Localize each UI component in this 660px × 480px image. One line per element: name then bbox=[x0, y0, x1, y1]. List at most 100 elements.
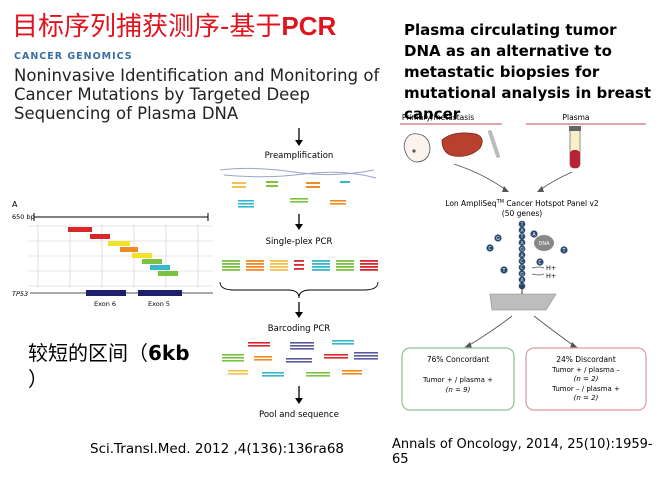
discordant-line3: Tumor – / plasma + bbox=[551, 385, 620, 393]
step-single-plex-pcr: Single-plex PCR bbox=[266, 237, 333, 247]
side-base-letter-0: G bbox=[496, 236, 500, 242]
base-circle-7 bbox=[518, 264, 526, 271]
arrow-from-plasma-head bbox=[537, 186, 544, 192]
pcr-workflow-diagram: Preamplification Single-plex PCR Barcodi… bbox=[219, 128, 379, 420]
pooling-bracket bbox=[219, 281, 379, 299]
primary-metastasis-label: Primary/metastasis bbox=[402, 113, 474, 122]
base-circle-9 bbox=[518, 276, 526, 284]
base-letter-0: T bbox=[520, 222, 524, 228]
discordant-box bbox=[525, 347, 647, 411]
concordant-line2: (n = 9) bbox=[446, 386, 471, 394]
exon-6-label: Exon 6 bbox=[94, 300, 116, 308]
side-base-circle-3 bbox=[530, 230, 538, 238]
discordant-line1: Tumor + / plasma – bbox=[551, 366, 620, 374]
base-letter-8: G bbox=[520, 271, 524, 277]
bone-icon bbox=[488, 130, 500, 158]
base-circle-6 bbox=[518, 257, 526, 265]
region-note-bold: 6kb bbox=[148, 341, 190, 365]
amplicon-yellow-1 bbox=[108, 241, 130, 246]
amplicon-yellow-2 bbox=[132, 253, 152, 258]
side-base-letter-1: C bbox=[488, 246, 492, 252]
base-letter-4: G bbox=[520, 247, 524, 253]
workflow-arrow-4-head bbox=[295, 398, 303, 404]
concordant-line1: Tumor + / plasma + bbox=[422, 376, 493, 384]
blood-tube-fill bbox=[570, 150, 580, 168]
arrow-from-tumor-head bbox=[502, 186, 509, 192]
slide-title: 目标序列捕获测序-基于PCR bbox=[12, 6, 336, 43]
side-base-circle-2 bbox=[500, 266, 508, 274]
side-base-letter-4: T bbox=[562, 248, 566, 254]
base-letter-1: A bbox=[520, 228, 524, 234]
base-circle-1 bbox=[518, 226, 526, 234]
arrow-to-discordant-head bbox=[570, 342, 578, 348]
discordant-line4: (n = 2) bbox=[574, 394, 599, 402]
exon-5-block bbox=[138, 290, 182, 296]
step-barcoding-pcr: Barcoding PCR bbox=[268, 324, 331, 334]
base-circle-8 bbox=[518, 270, 526, 277]
breast-icon bbox=[403, 133, 431, 163]
preamp-strands bbox=[219, 167, 377, 208]
polymerase-label: DNA bbox=[538, 241, 550, 247]
region-note: 较短的区间（6kb ） bbox=[28, 340, 218, 392]
scale-label: 650 bp bbox=[12, 213, 35, 221]
workflow-arrow-2-head bbox=[295, 224, 303, 230]
base-chain: TATAGACCGAT bbox=[518, 220, 526, 290]
side-base-letter-3: A bbox=[532, 232, 536, 238]
discordant-line2: (n = 2) bbox=[574, 375, 599, 383]
base-letter-7: C bbox=[520, 265, 523, 271]
exon-5-label: Exon 5 bbox=[148, 300, 170, 308]
amplicon-red-2 bbox=[90, 234, 110, 239]
base-circle-2 bbox=[518, 233, 526, 240]
base-letter-3: A bbox=[520, 240, 524, 246]
base-letter-2: T bbox=[520, 234, 524, 240]
ion-arrow-1 bbox=[531, 266, 545, 269]
side-base-letter-5: C bbox=[538, 260, 542, 266]
amplicon-orange-1 bbox=[120, 247, 138, 252]
ctdna-analysis-diagram: Primary/metastasis Plasma Lon AmpliSeqTM… bbox=[400, 113, 647, 411]
arrow-from-plasma bbox=[539, 171, 573, 191]
base-circle-3 bbox=[518, 239, 526, 246]
step-preamplification: Preamplification bbox=[265, 151, 334, 161]
arrow-from-tumor bbox=[453, 163, 507, 191]
nipple-icon bbox=[412, 149, 416, 153]
base-circle-0 bbox=[518, 220, 526, 228]
discordant-header: 24% Discordant bbox=[556, 355, 616, 364]
region-note-close: ） bbox=[28, 367, 48, 391]
panel-name-rest: Cancer Hotspot Panel v2 bbox=[504, 199, 599, 208]
base-letter-9: A bbox=[520, 278, 524, 284]
panel-name-main: Lon AmpliSeq bbox=[445, 199, 497, 208]
panel-genes-label: (50 genes) bbox=[502, 209, 543, 218]
side-base-circle-5 bbox=[536, 258, 544, 266]
amplicon-cyan-1 bbox=[150, 265, 170, 270]
slide-title-pcr: PCR bbox=[281, 11, 337, 41]
gene-label: TP53 bbox=[12, 290, 28, 298]
concordant-header: 76% Concordant bbox=[427, 355, 489, 364]
arrow-to-discordant bbox=[533, 315, 575, 347]
base-circle-5 bbox=[518, 251, 526, 259]
amplicon-green-1 bbox=[142, 259, 162, 264]
side-base-circle-0 bbox=[494, 234, 502, 242]
barcoded-strands bbox=[222, 340, 378, 377]
side-base-circle-1 bbox=[486, 244, 494, 252]
exon-6-block bbox=[86, 290, 126, 296]
polymerase-blob bbox=[534, 235, 554, 251]
right-paper-title: Plasma circulating tumor DNA as an alter… bbox=[404, 21, 652, 123]
base-letter-5: A bbox=[520, 253, 524, 259]
sequencing-plate bbox=[489, 293, 557, 311]
ion-label-2: H+ bbox=[546, 272, 556, 280]
base-circle-4 bbox=[518, 245, 526, 253]
panel-label: A bbox=[12, 200, 18, 209]
grid-lines bbox=[28, 224, 213, 288]
panel-name-label: Lon AmpliSeqTM Cancer Hotspot Panel v2 bbox=[445, 199, 599, 208]
arrow-to-concordant bbox=[467, 315, 513, 347]
ion-arrow-2 bbox=[531, 273, 545, 276]
step-pool-and-sequence: Pool and sequence bbox=[259, 410, 339, 420]
right-paper-citation: Annals of Oncology, 2014, 25(10):1959-65 bbox=[392, 437, 653, 467]
region-note-text: 较短的区间（ bbox=[28, 341, 148, 365]
plasma-label: Plasma bbox=[562, 113, 589, 122]
arrow-to-concordant-head bbox=[464, 342, 472, 348]
left-paper-citation: Sci.Transl.Med. 2012 ,4(136):136ra68 bbox=[90, 441, 345, 457]
side-base-letter-2: T bbox=[502, 268, 506, 274]
ion-label-1: H+ bbox=[546, 264, 556, 272]
